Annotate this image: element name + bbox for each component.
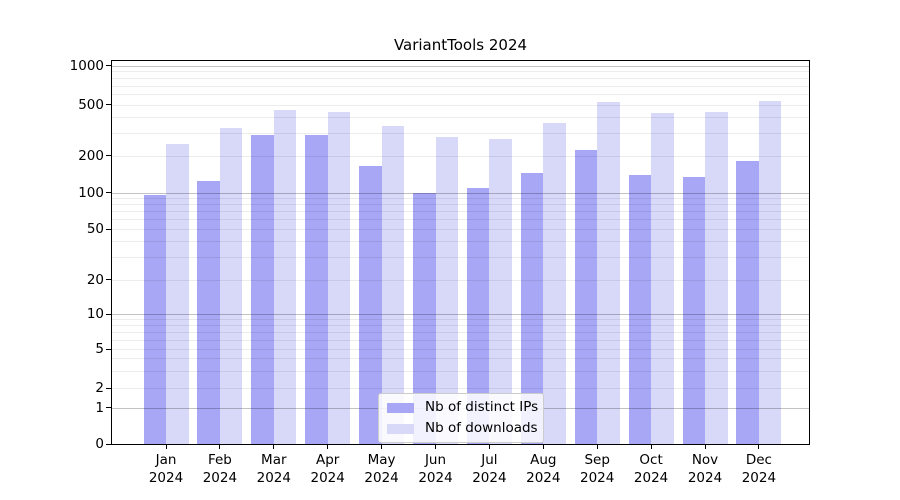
chart-title: VariantTools 2024 bbox=[393, 36, 528, 54]
x-tick-label-month: Dec bbox=[745, 452, 772, 468]
x-tick-label: Feb 2024 bbox=[189, 452, 251, 487]
legend-item-distinct-ips: Nb of distinct IPs bbox=[387, 399, 539, 415]
x-tick-label-year: 2024 bbox=[687, 469, 723, 486]
plot-border bbox=[111, 60, 810, 445]
x-tick-mark bbox=[219, 445, 221, 449]
legend-item-downloads: Nb of downloads bbox=[387, 420, 538, 436]
x-tick-label-year: 2024 bbox=[364, 469, 399, 486]
y-tick-label: 5 bbox=[95, 341, 104, 357]
x-tick-label-year: 2024 bbox=[148, 469, 184, 486]
x-tick-label: Oct 2024 bbox=[620, 452, 682, 487]
x-tick-label-year: 2024 bbox=[580, 469, 615, 486]
legend-swatch-distinct-ips bbox=[387, 402, 414, 413]
x-tick-mark bbox=[758, 445, 760, 449]
x-tick-label: Apr 2024 bbox=[297, 452, 359, 487]
x-tick-label-year: 2024 bbox=[472, 469, 507, 486]
x-tick-mark bbox=[273, 445, 275, 449]
x-tick-label-month: Jul bbox=[481, 452, 498, 468]
y-tick-label: 20 bbox=[86, 271, 104, 288]
x-tick-label: Sep 2024 bbox=[566, 452, 628, 487]
x-tick-label: Jul 2024 bbox=[458, 452, 520, 487]
x-tick-label-year: 2024 bbox=[526, 469, 561, 486]
legend-label-downloads: Nb of downloads bbox=[425, 420, 538, 436]
y-tick-label: 1000 bbox=[69, 57, 104, 74]
x-tick-mark bbox=[381, 445, 383, 449]
y-tick-label: 500 bbox=[78, 96, 104, 113]
x-tick-label-year: 2024 bbox=[256, 469, 291, 486]
x-tick-label: Dec 2024 bbox=[728, 452, 790, 487]
x-tick-mark bbox=[542, 445, 544, 449]
x-tick-label-month: Mar bbox=[261, 452, 287, 468]
x-tick-label-month: Apr bbox=[316, 452, 340, 468]
x-tick-mark bbox=[650, 445, 652, 449]
legend-label-distinct-ips: Nb of distinct IPs bbox=[425, 399, 539, 415]
x-tick-label-month: Aug bbox=[530, 452, 557, 468]
x-tick-label-year: 2024 bbox=[741, 469, 777, 486]
y-tick-label: 1 bbox=[95, 399, 104, 416]
x-tick-label-year: 2024 bbox=[310, 469, 345, 486]
y-tick-label: 50 bbox=[86, 221, 104, 237]
y-tick-label: 0 bbox=[95, 436, 104, 452]
x-tick-label-month: Sep bbox=[584, 452, 610, 468]
x-tick-label-month: Jan bbox=[155, 452, 177, 468]
x-tick-mark bbox=[488, 445, 490, 449]
x-tick-label: Mar 2024 bbox=[243, 452, 305, 487]
x-tick-label-month: Oct bbox=[639, 452, 663, 468]
x-tick-label-year: 2024 bbox=[633, 469, 669, 486]
x-tick-mark bbox=[435, 445, 436, 449]
y-tick-label: 200 bbox=[78, 147, 104, 164]
x-tick-label-month: May bbox=[367, 452, 396, 468]
x-tick-label-month: Nov bbox=[691, 452, 719, 468]
x-tick-label: May 2024 bbox=[351, 452, 413, 487]
x-tick-label: Aug 2024 bbox=[512, 452, 574, 487]
x-tick-mark bbox=[704, 445, 706, 449]
x-tick-mark bbox=[596, 445, 598, 449]
x-tick-mark bbox=[327, 445, 329, 449]
y-tick-label: 2 bbox=[95, 380, 104, 396]
x-tick-mark bbox=[165, 445, 167, 449]
x-tick-label-year: 2024 bbox=[418, 469, 453, 486]
x-tick-label-year: 2024 bbox=[202, 469, 238, 486]
x-tick-label: Jun 2024 bbox=[405, 452, 467, 487]
y-tick-label: 100 bbox=[78, 184, 104, 201]
x-tick-label-month: Jun bbox=[424, 452, 447, 468]
x-tick-label: Jan 2024 bbox=[135, 452, 197, 487]
x-tick-label-month: Feb bbox=[207, 452, 232, 468]
legend: Nb of distinct IPs Nb of downloads bbox=[378, 393, 544, 443]
y-tick-label: 10 bbox=[86, 306, 104, 322]
legend-swatch-downloads bbox=[387, 423, 414, 434]
x-tick-label: Nov 2024 bbox=[674, 452, 736, 487]
